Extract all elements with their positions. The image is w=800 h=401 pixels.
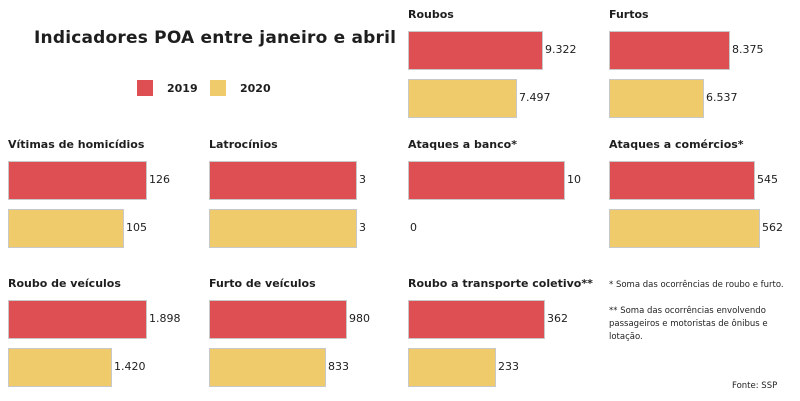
data-label-roubo-de-veiculos-2020: 1.420 <box>114 360 146 373</box>
data-label-ataques-a-banco-2019: 10 <box>567 173 581 186</box>
data-label-roubo-a-transporte-coletivo-2020: 233 <box>498 360 519 373</box>
footnote-1: * Soma das ocorrências de roubo e furto. <box>609 280 784 290</box>
legend-label-2020: 2020 <box>240 81 271 95</box>
chart-title-furtos: Furtos <box>609 8 649 21</box>
legend-label-2019: 2019 <box>167 81 198 95</box>
bar-roubos-2019 <box>408 31 543 70</box>
legend-swatch-2019 <box>137 80 153 96</box>
data-label-ataques-a-comercios-2020: 562 <box>762 221 783 234</box>
legend-item-2019: 2019 <box>137 80 198 96</box>
data-label-roubos-2020: 7.497 <box>519 91 551 104</box>
data-label-roubo-a-transporte-coletivo-2019: 362 <box>547 312 568 325</box>
bar-ataques-a-comercios-2020 <box>609 209 760 248</box>
bar-vitimas-de-homicidios-2020 <box>8 209 124 248</box>
chart-title-latrocinios: Latrocínios <box>209 138 278 151</box>
chart-title-roubo-de-veiculos: Roubo de veículos <box>8 277 121 290</box>
bar-roubo-a-transporte-coletivo-2020 <box>408 348 496 387</box>
bar-latrocinios-2019 <box>209 161 357 200</box>
source-note: Fonte: SSP <box>732 381 778 391</box>
chart-title-furto-de-veiculos: Furto de veículos <box>209 277 316 290</box>
data-label-latrocinios-2019: 3 <box>359 173 366 186</box>
data-label-vitimas-de-homicidios-2020: 105 <box>126 221 147 234</box>
bar-furtos-2019 <box>609 31 730 70</box>
bar-ataques-a-banco-2019 <box>408 161 565 200</box>
bar-ataques-a-comercios-2019 <box>609 161 755 200</box>
data-label-furtos-2019: 8.375 <box>732 43 764 56</box>
data-label-roubos-2019: 9.322 <box>545 43 577 56</box>
chart-title-vitimas-de-homicidios: Vítimas de homicídios <box>8 138 145 151</box>
chart-title-ataques-a-banco: Ataques a banco* <box>408 138 517 151</box>
data-label-ataques-a-comercios-2019: 545 <box>757 173 778 186</box>
bar-furto-de-veiculos-2019 <box>209 300 347 339</box>
chart-title-roubo-a-transporte-coletivo: Roubo a transporte coletivo** <box>408 277 593 290</box>
data-label-vitimas-de-homicidios-2019: 126 <box>149 173 170 186</box>
bar-roubo-de-veiculos-2019 <box>8 300 147 339</box>
data-label-roubo-de-veiculos-2019: 1.898 <box>149 312 181 325</box>
legend-swatch-2020 <box>210 80 226 96</box>
chart-title-roubos: Roubos <box>408 8 454 21</box>
data-label-furto-de-veiculos-2019: 980 <box>349 312 370 325</box>
page-title: Indicadores POA entre janeiro e abril <box>34 28 397 48</box>
data-label-furtos-2020: 6.537 <box>706 91 738 104</box>
bar-roubo-a-transporte-coletivo-2019 <box>408 300 545 339</box>
bar-roubo-de-veiculos-2020 <box>8 348 112 387</box>
chart-title-ataques-a-comercios: Ataques a comércios* <box>609 138 744 151</box>
footnote-2-line-1: ** Soma das ocorrências envolvendo <box>609 306 766 316</box>
bar-furto-de-veiculos-2020 <box>209 348 326 387</box>
bar-furtos-2020 <box>609 79 704 118</box>
data-label-furto-de-veiculos-2020: 833 <box>328 360 349 373</box>
data-label-ataques-a-banco-2020: 0 <box>410 221 417 234</box>
bar-latrocinios-2020 <box>209 209 357 248</box>
footnote-2-line-2: passageiros e motoristas de ônibus e lot… <box>609 319 768 342</box>
data-label-latrocinios-2020: 3 <box>359 221 366 234</box>
bar-roubos-2020 <box>408 79 517 118</box>
bar-vitimas-de-homicidios-2019 <box>8 161 147 200</box>
legend-item-2020: 2020 <box>210 80 271 96</box>
